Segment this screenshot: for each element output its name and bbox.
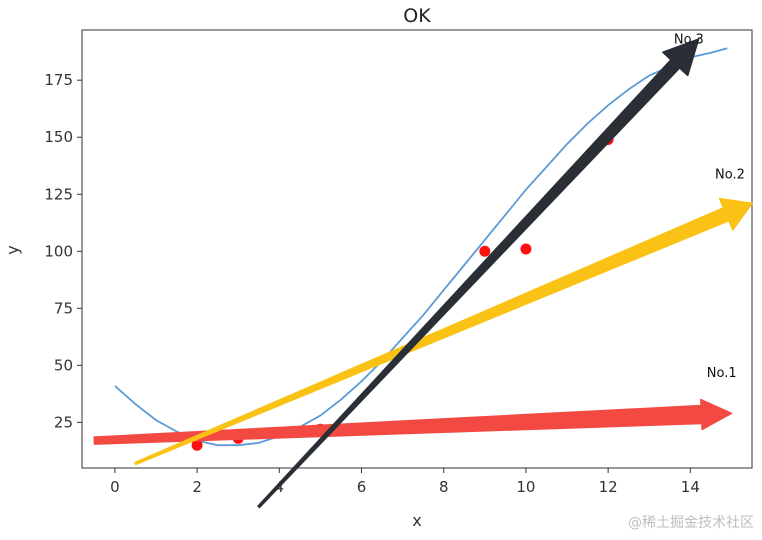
watermark: @稀土掘金技术社区 bbox=[628, 515, 754, 531]
arrow-3-label: No.3 bbox=[674, 33, 704, 48]
chart-title: OK bbox=[403, 5, 431, 27]
x-tick-label: 0 bbox=[110, 478, 120, 496]
x-axis-label: x bbox=[412, 511, 421, 530]
x-tick-label: 2 bbox=[192, 478, 202, 496]
y-tick-label: 175 bbox=[44, 71, 73, 89]
x-tick-label: 12 bbox=[599, 478, 618, 496]
arrow-2-label: No.2 bbox=[715, 167, 745, 182]
y-tick-label: 150 bbox=[44, 128, 73, 146]
arrow-1-label: No.1 bbox=[707, 366, 737, 381]
data-point bbox=[191, 439, 203, 451]
y-tick-label: 100 bbox=[44, 242, 73, 260]
data-point bbox=[520, 243, 532, 255]
arrow-2 bbox=[134, 197, 753, 466]
fit-curve bbox=[114, 47, 728, 447]
fit-curve-layer bbox=[114, 47, 728, 447]
x-tick-label: 10 bbox=[516, 478, 535, 496]
x-tick-label: 8 bbox=[439, 478, 449, 496]
y-tick-label: 25 bbox=[54, 413, 73, 431]
y-tick-label: 125 bbox=[44, 185, 73, 203]
y-tick-label: 50 bbox=[54, 356, 73, 374]
arrow-1 bbox=[93, 398, 733, 445]
arrow-3 bbox=[257, 38, 700, 509]
y-axis-ticks: 25 50 75 100 125 150 175 bbox=[44, 71, 82, 431]
data-point bbox=[479, 245, 491, 257]
x-axis-ticks: 02468101214 bbox=[110, 468, 700, 496]
y-tick-label: 75 bbox=[54, 299, 73, 317]
y-axis-label: y bbox=[3, 245, 22, 254]
x-tick-label: 14 bbox=[681, 478, 700, 496]
x-tick-label: 6 bbox=[357, 478, 367, 496]
arrows-layer: No.1 No.2 No.3 bbox=[93, 33, 753, 509]
